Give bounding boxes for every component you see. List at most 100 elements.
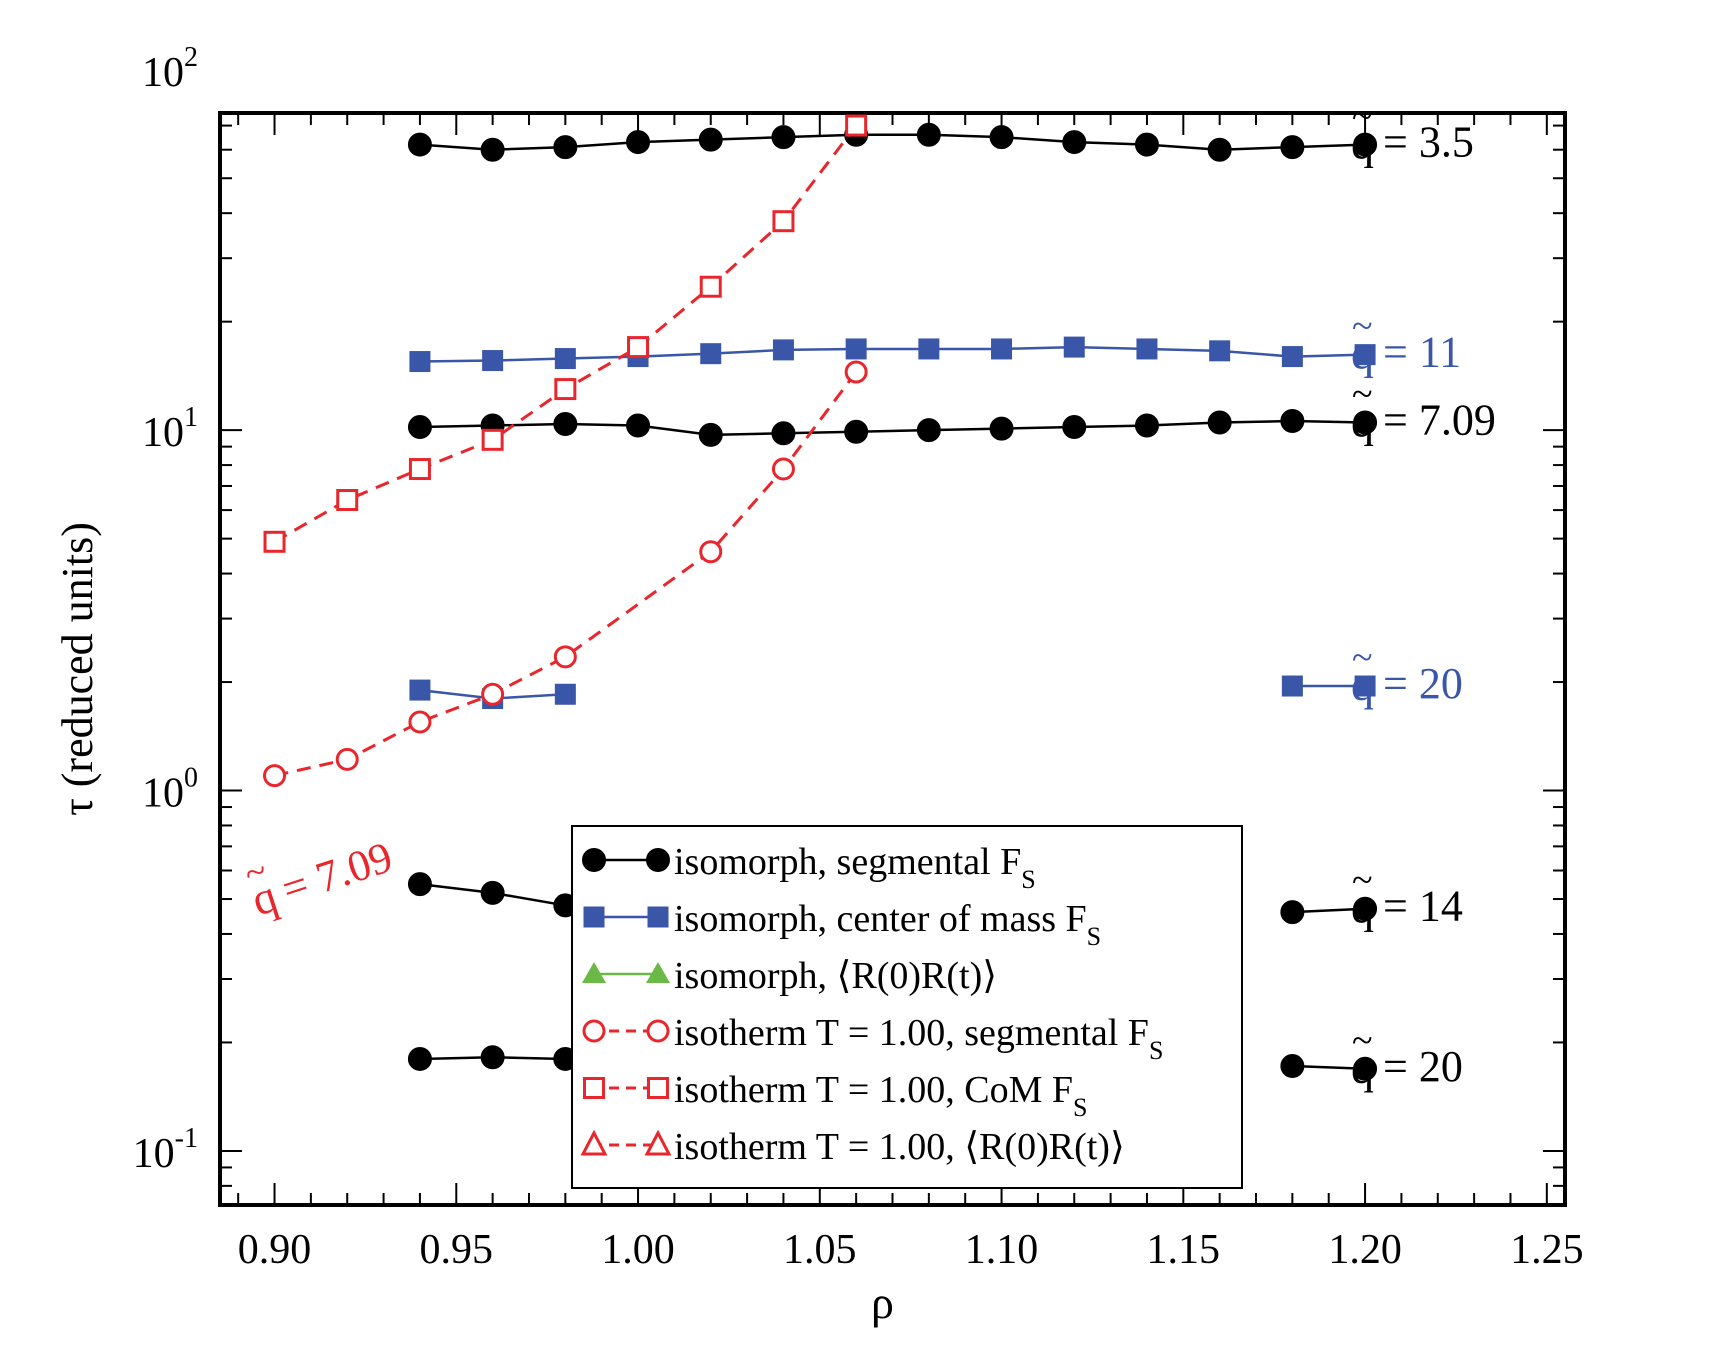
legend-entry: isotherm T = 1.00, CoM FS bbox=[583, 1069, 1088, 1122]
q-value: = 7.09 bbox=[1383, 396, 1496, 445]
legend-subscript: S bbox=[1087, 922, 1101, 951]
series-annotation: q~= 20 bbox=[1351, 637, 1463, 710]
x-tick-label: 1.10 bbox=[965, 1227, 1039, 1273]
x-tick-label: 1.15 bbox=[1147, 1227, 1221, 1273]
data-point bbox=[698, 422, 723, 447]
data-point bbox=[1354, 675, 1376, 697]
isotherm-annotation: q~ = 7.09 bbox=[239, 832, 398, 925]
series-com-q20 bbox=[409, 675, 1376, 710]
data-point bbox=[1134, 413, 1159, 438]
data-point bbox=[844, 419, 869, 444]
data-point bbox=[553, 412, 578, 437]
legend-entry: isomorph, center of mass FS bbox=[583, 898, 1101, 951]
y-tick-base: 10 bbox=[133, 1131, 175, 1177]
q-value: = 7.09 bbox=[276, 832, 398, 913]
data-point bbox=[627, 336, 650, 359]
tilde-mark: ~ bbox=[1352, 860, 1373, 902]
data-point bbox=[480, 1045, 505, 1070]
data-point bbox=[1280, 900, 1305, 925]
data-point bbox=[989, 416, 1014, 441]
q-value: = 14 bbox=[1383, 882, 1463, 931]
data-point bbox=[1207, 137, 1232, 162]
q-symbol: q bbox=[1351, 659, 1374, 710]
y-tick-base: 10 bbox=[142, 410, 184, 456]
legend-text: isotherm T = 1.00, ⟨R(0)R(t)⟩ bbox=[674, 1126, 1125, 1168]
data-point bbox=[554, 378, 577, 401]
q-symbol: q bbox=[1351, 882, 1374, 933]
series-line bbox=[419, 345, 1366, 363]
legend-marker bbox=[647, 906, 669, 928]
data-point bbox=[771, 421, 796, 446]
x-tick-label: 1.05 bbox=[783, 1227, 857, 1273]
legend-marker bbox=[647, 1077, 669, 1099]
data-point bbox=[699, 540, 723, 564]
data-point bbox=[481, 682, 505, 706]
y-tick-exponent: 1 bbox=[184, 402, 198, 433]
data-point bbox=[916, 122, 941, 147]
y-tick-exponent: -1 bbox=[175, 1123, 198, 1154]
legend-marker bbox=[583, 906, 605, 928]
q-value: = 20 bbox=[1383, 1042, 1463, 1091]
series-seg-q14 bbox=[407, 872, 1378, 925]
data-point bbox=[1353, 896, 1378, 921]
q-symbol: q bbox=[1351, 118, 1374, 169]
legend-label: isotherm T = 1.00, segmental FS bbox=[674, 1012, 1163, 1065]
y-tick-label: 102 bbox=[142, 42, 198, 96]
legend-text: isotherm T = 1.00, CoM F bbox=[674, 1069, 1073, 1111]
y-tick-exponent: 2 bbox=[184, 42, 198, 73]
series-seg-q7.09 bbox=[407, 409, 1378, 447]
legend-subscript: S bbox=[1073, 1093, 1087, 1122]
data-point bbox=[1063, 336, 1085, 358]
data-point bbox=[407, 415, 432, 440]
series-annotation: q~= 7.09 bbox=[1351, 374, 1496, 447]
data-point bbox=[700, 343, 722, 365]
data-point bbox=[480, 137, 505, 162]
data-point bbox=[263, 764, 287, 788]
data-point bbox=[1281, 675, 1303, 697]
x-tick-label: 0.95 bbox=[420, 1227, 494, 1273]
q-value: = 20 bbox=[1383, 659, 1463, 708]
series-line bbox=[1292, 907, 1366, 914]
data-point bbox=[1134, 132, 1159, 157]
legend-marker bbox=[582, 1019, 606, 1043]
legend-text: isomorph, ⟨R(0)R(t)⟩ bbox=[674, 955, 997, 997]
legend-marker bbox=[583, 1077, 605, 1099]
legend-entry: isomorph, ⟨R(0)R(t)⟩ bbox=[582, 955, 997, 997]
data-point bbox=[263, 530, 286, 553]
data-point bbox=[407, 132, 432, 157]
legend-box bbox=[571, 825, 1243, 1189]
q-symbol: q bbox=[1351, 328, 1374, 379]
series-annotation: q~= 11 bbox=[1351, 306, 1461, 379]
legend-subscript: S bbox=[1021, 865, 1035, 894]
data-point bbox=[407, 872, 432, 897]
legend-text: isomorph, center of mass F bbox=[674, 898, 1087, 940]
data-point bbox=[553, 645, 577, 669]
series-iso-com bbox=[263, 114, 868, 553]
legend-label: isomorph, ⟨R(0)R(t)⟩ bbox=[674, 955, 997, 997]
tilde-mark: ~ bbox=[1352, 96, 1373, 138]
series-seg-q20 bbox=[407, 1045, 1378, 1081]
data-point bbox=[772, 339, 794, 361]
data-point bbox=[845, 338, 867, 360]
x-tick-label: 1.00 bbox=[601, 1227, 675, 1273]
series-line bbox=[419, 419, 1366, 437]
data-point bbox=[918, 338, 940, 360]
legend-subscript: S bbox=[1149, 1036, 1163, 1065]
q-value: = 11 bbox=[1383, 328, 1461, 377]
data-point bbox=[916, 418, 941, 443]
data-point bbox=[1353, 1056, 1378, 1081]
data-point bbox=[772, 210, 795, 233]
data-point bbox=[626, 413, 651, 438]
legend-entry: isotherm T = 1.00, ⟨R(0)R(t)⟩ bbox=[580, 1126, 1125, 1168]
data-point bbox=[554, 348, 576, 370]
x-tick-label: 1.20 bbox=[1328, 1227, 1402, 1273]
q-value: = 3.5 bbox=[1383, 118, 1474, 167]
tilde-mark: ~ bbox=[1352, 1020, 1373, 1062]
data-point bbox=[409, 679, 431, 701]
data-point bbox=[554, 683, 576, 705]
data-point bbox=[1353, 132, 1378, 157]
legend-label: isotherm T = 1.00, CoM FS bbox=[674, 1069, 1088, 1122]
legend-label: isomorph, center of mass FS bbox=[674, 898, 1101, 951]
